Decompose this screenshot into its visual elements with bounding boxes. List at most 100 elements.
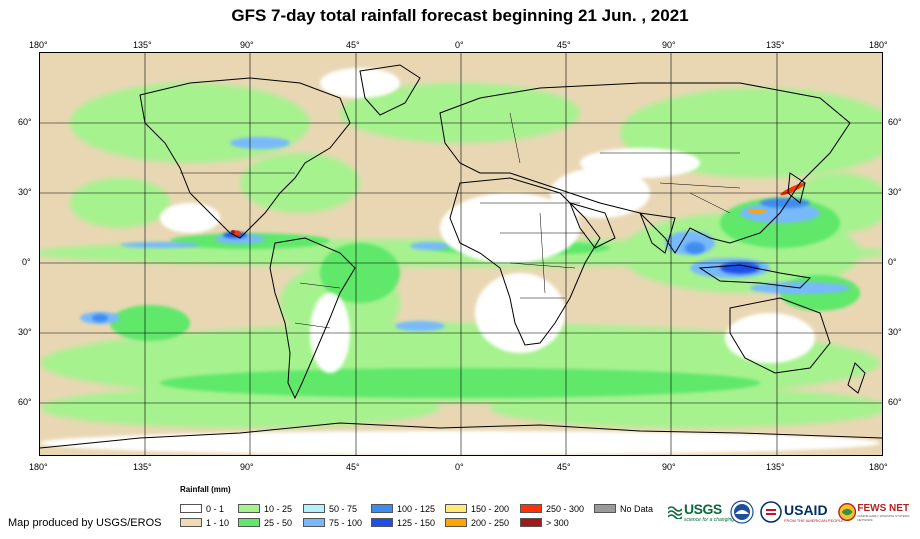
lon-label-top: 0° xyxy=(455,40,464,50)
greenland-outline xyxy=(359,64,421,116)
arabia-outline xyxy=(569,202,616,249)
lat-label-left: 60° xyxy=(18,117,32,127)
legend-item: > 300 xyxy=(520,517,569,528)
fews-net-logo: FEWS NET FAMINE EARLY WARNING SYSTEMS NE… xyxy=(838,498,920,526)
legend-swatch xyxy=(445,518,467,527)
coastlines xyxy=(40,64,882,449)
usgs-logo: USGS science for a changing world xyxy=(668,498,747,526)
legend-label: 200 - 250 xyxy=(471,517,510,528)
legend-item: 250 - 300 xyxy=(520,503,584,514)
usgs-wave-icon xyxy=(668,506,682,519)
new-zealand-outline xyxy=(847,362,866,394)
legend-item: 0 - 1 xyxy=(180,503,224,514)
lon-label-top: 135° xyxy=(133,40,152,50)
noaa-emblem-icon xyxy=(730,500,754,524)
legend-label: 125 - 150 xyxy=(397,517,436,528)
legend-swatch xyxy=(180,518,202,527)
legend-item: 125 - 150 xyxy=(371,517,435,528)
legend-label: 25 - 50 xyxy=(264,517,293,528)
legend-swatch xyxy=(303,518,325,527)
legend-swatch xyxy=(180,504,202,513)
legend-item: 25 - 50 xyxy=(238,517,292,528)
legend-item: 100 - 125 xyxy=(371,503,435,514)
japan-outline xyxy=(787,172,806,204)
legend-swatch xyxy=(238,518,260,527)
north-america-outline xyxy=(139,77,351,239)
usgs-wordmark: USGS xyxy=(684,501,722,517)
usaid-wordmark: USAID xyxy=(784,501,828,518)
legend-label: 75 - 100 xyxy=(329,517,363,528)
lon-label-top: 180° xyxy=(869,40,888,50)
legend-label: 10 - 25 xyxy=(264,503,293,514)
lat-label-left: 30° xyxy=(18,187,32,197)
legend-item: 10 - 25 xyxy=(238,503,292,514)
lon-label-top: 90° xyxy=(662,40,676,50)
legend-label: 50 - 75 xyxy=(329,503,358,514)
lat-label-right: 30° xyxy=(888,327,902,337)
legend-label: 1 - 10 xyxy=(206,517,230,528)
usaid-logo: USAID FROM THE AMERICAN PEOPLE xyxy=(760,498,844,526)
graticule xyxy=(40,53,882,455)
legend-item: 150 - 200 xyxy=(445,503,509,514)
usaid-seal-icon xyxy=(760,501,782,523)
rainfall-map xyxy=(39,52,883,456)
lat-label-left: 0° xyxy=(22,257,31,267)
legend-item: 200 - 250 xyxy=(445,517,509,528)
legend-swatch xyxy=(371,504,393,513)
legend-label: 250 - 300 xyxy=(546,503,585,514)
legend-swatch xyxy=(371,518,393,527)
legend-label: 150 - 200 xyxy=(471,503,510,514)
fews-net-globe-icon xyxy=(838,503,857,521)
lat-label-left: 60° xyxy=(18,397,32,407)
legend-swatch xyxy=(303,504,325,513)
usaid-tagline: FROM THE AMERICAN PEOPLE xyxy=(784,517,844,523)
legend-label: 100 - 125 xyxy=(397,503,436,514)
legend-title: Rainfall (mm) xyxy=(180,485,231,494)
lon-label-bottom: 45° xyxy=(557,462,571,472)
map-title: GFS 7-day total rainfall forecast beginn… xyxy=(231,6,689,25)
legend-swatch xyxy=(594,504,616,513)
legend-item: No Data xyxy=(594,503,653,514)
south-america-outline xyxy=(269,237,356,400)
lon-label-bottom: 180° xyxy=(869,462,888,472)
rainfall-field-intense xyxy=(92,198,810,322)
lon-label-bottom: 180° xyxy=(29,462,48,472)
legend-item: 1 - 10 xyxy=(180,517,229,528)
indonesia-outline xyxy=(698,264,812,289)
lon-label-bottom: 0° xyxy=(455,462,464,472)
africa-outline xyxy=(449,177,601,346)
lat-label-right: 60° xyxy=(888,117,902,127)
lat-label-right: 0° xyxy=(888,257,897,267)
antarctica-outline xyxy=(40,422,882,449)
legend-label: > 300 xyxy=(546,517,569,528)
legend-label: No Data xyxy=(620,503,654,514)
credit-text: Map produced by USGS/EROS xyxy=(8,517,162,529)
noaa-logo xyxy=(730,498,754,526)
legend-label: 0 - 1 xyxy=(206,503,225,514)
dry-areas xyxy=(40,68,880,455)
fews-net-tagline: FAMINE EARLY WARNING SYSTEMS NETWORK xyxy=(857,513,910,522)
lat-label-left: 30° xyxy=(18,327,32,337)
lat-label-right: 60° xyxy=(888,397,902,407)
legend-item: 50 - 75 xyxy=(303,503,357,514)
lon-label-bottom: 135° xyxy=(766,462,785,472)
legend-swatch xyxy=(520,518,542,527)
rainfall-field-extreme xyxy=(231,182,806,236)
lon-label-top: 45° xyxy=(346,40,360,50)
australia-outline xyxy=(729,297,831,374)
lon-label-top: 180° xyxy=(29,40,48,50)
lon-label-bottom: 135° xyxy=(133,462,152,472)
fews-net-wordmark: FEWS NET xyxy=(857,502,910,514)
india-outline xyxy=(639,212,676,254)
legend-item: 75 - 100 xyxy=(303,517,362,528)
rainfall-map-canvas xyxy=(40,53,882,455)
lon-label-bottom: 45° xyxy=(346,462,360,472)
legend-swatch xyxy=(238,504,260,513)
lon-label-bottom: 90° xyxy=(662,462,676,472)
lon-label-top: 45° xyxy=(557,40,571,50)
lon-label-top: 90° xyxy=(240,40,254,50)
legend-swatch xyxy=(445,504,467,513)
lon-label-top: 135° xyxy=(766,40,785,50)
lon-label-bottom: 90° xyxy=(240,462,254,472)
usgs-tagline: science for a changing world xyxy=(684,517,748,523)
